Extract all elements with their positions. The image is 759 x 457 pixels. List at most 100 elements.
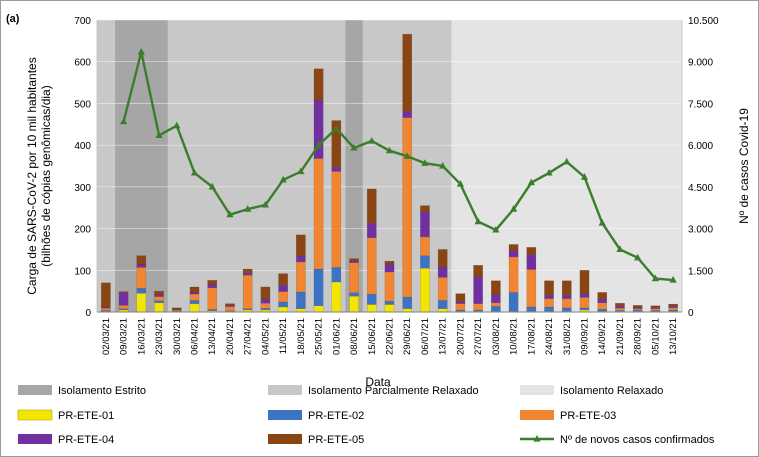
bar-pr-ete-04-0 [101,306,111,309]
x-tick-label: 11/05/21 [278,318,289,354]
bar-pr-ete-04-9 [260,298,271,304]
bar-pr-ete-01-19 [437,308,448,313]
bar-pr-ete-04-1 [118,292,129,306]
x-tick-label: 28/09/21 [633,318,644,355]
legend-swatch-3 [17,409,53,421]
cases-point-21 [492,225,500,233]
bar-pr-ete-02-12 [313,268,324,306]
bar-pr-ete-04-22 [491,294,501,304]
cases-point-18 [439,162,447,169]
bar-pr-ete-03-5 [189,293,200,301]
cases-point-12 [332,124,340,132]
cases-point-19 [456,180,465,187]
x-tick-label: 01/06/21 [331,318,342,355]
bar-pr-ete-04-2 [136,263,147,268]
legend-swatch-1 [268,385,302,395]
cases-point-31 [669,276,677,283]
cases-point-13 [350,143,358,151]
bar-pr-ete-02-3 [154,300,164,304]
bar-pr-ete-03-28 [597,302,608,310]
bar-pr-ete-05-26 [561,280,572,296]
bar-pr-ete-04-32 [668,305,678,309]
bar-pr-ete-05-9 [260,286,271,300]
bar-pr-ete-01-14 [349,295,359,313]
legend-swatch-7 [268,434,302,444]
x-tick-label: 15/06/21 [367,318,378,355]
bar-pr-ete-01-18 [420,268,430,313]
bar-pr-ete-02-18 [420,255,430,269]
bar-pr-ete-05-29 [615,303,625,307]
bar-pr-ete-05-20 [455,293,466,302]
y-tick-label: 200 [74,225,91,236]
y-tick-label: 600 [74,58,91,69]
cases-point-6 [226,210,234,218]
bar-pr-ete-02-24 [526,306,537,312]
cases-point-27 [598,219,606,226]
cases-point-4 [190,168,199,176]
x-tick-label: 14/09/21 [597,318,608,355]
x-tick-label: 13/10/21 [668,318,679,355]
cases-point-7 [244,205,252,212]
bar-pr-ete-03-31 [650,308,661,311]
x-axis-title: Data [365,375,391,389]
cases-point-20 [474,217,482,225]
legend-label-6: PR-ETE-04 [58,434,114,446]
bar-pr-ete-05-1 [118,291,129,294]
y2-axis-title: Nº de casos Covid-19 [737,108,751,224]
bar-pr-ete-05-25 [544,280,554,296]
bar-pr-ete-04-27 [579,293,590,298]
x-tick-label: 31/08/21 [562,318,573,355]
bar-pr-ete-02-28 [597,308,608,312]
bar-pr-ete-05-28 [597,292,608,299]
bar-pr-ete-02-17 [402,296,413,309]
bar-pr-ete-04-28 [597,298,608,304]
cases-point-22 [509,205,518,212]
bar-pr-ete-05-5 [189,286,200,293]
cases-point-10 [297,167,305,175]
cases-point-11 [314,141,323,148]
bar-pr-ete-03-7 [225,306,235,311]
bar-pr-ete-02-5 [189,300,200,304]
legend-label-5: PR-ETE-03 [560,410,616,422]
bar-pr-ete-05-4 [171,307,182,310]
y2-tick-label: 10.500 [688,16,719,27]
bar-pr-ete-01-12 [313,305,324,313]
bar-pr-ete-02-14 [349,292,359,297]
legend-label-8: Nº de novos casos confirmados [560,434,715,446]
bar-pr-ete-03-1 [118,305,129,309]
bar-pr-ete-03-2 [136,267,147,289]
bar-pr-ete-03-23 [508,256,519,293]
bar-pr-ete-05-8 [242,268,253,274]
y2-tick-label: 1.500 [688,266,713,277]
legend-label-4: PR-ETE-02 [308,410,364,422]
bar-pr-ete-01-10 [278,306,288,313]
x-tick-label: 27/07/21 [473,318,484,355]
bar-pr-ete-05-6 [207,280,218,285]
bar-pr-ete-05-21 [473,265,483,277]
x-tick-label: 30/03/21 [172,318,183,355]
legend-label-7: PR-ETE-05 [308,434,364,446]
x-tick-label: 24/08/21 [544,318,555,355]
cases-point-3 [173,121,181,129]
bar-pr-ete-04-15 [366,222,377,238]
bar-pr-ete-01-13 [331,281,342,313]
bar-pr-ete-05-12 [313,68,324,101]
bar-pr-ete-05-3 [154,290,164,295]
cases-point-0 [119,117,128,125]
x-tick-label: 04/05/21 [260,318,271,355]
cases-point-5 [208,182,216,190]
bar-pr-ete-03-14 [349,262,359,294]
legend-swatch-4 [268,410,302,420]
bar-pr-ete-03-3 [154,296,164,301]
cases-point-28 [616,245,624,253]
cases-point-1 [137,47,145,55]
cases-point-14 [368,136,376,144]
x-tick-label: 06/07/21 [420,318,431,355]
bar-pr-ete-04-11 [296,255,306,263]
bar-pr-ete-02-22 [491,305,501,312]
bar-pr-ete-03-12 [313,158,324,270]
y-axis-title-units: (bilhões de cópias genômicas/dia) [39,85,53,266]
bar-pr-ete-04-14 [349,260,359,263]
bar-pr-ete-01-17 [402,308,413,313]
